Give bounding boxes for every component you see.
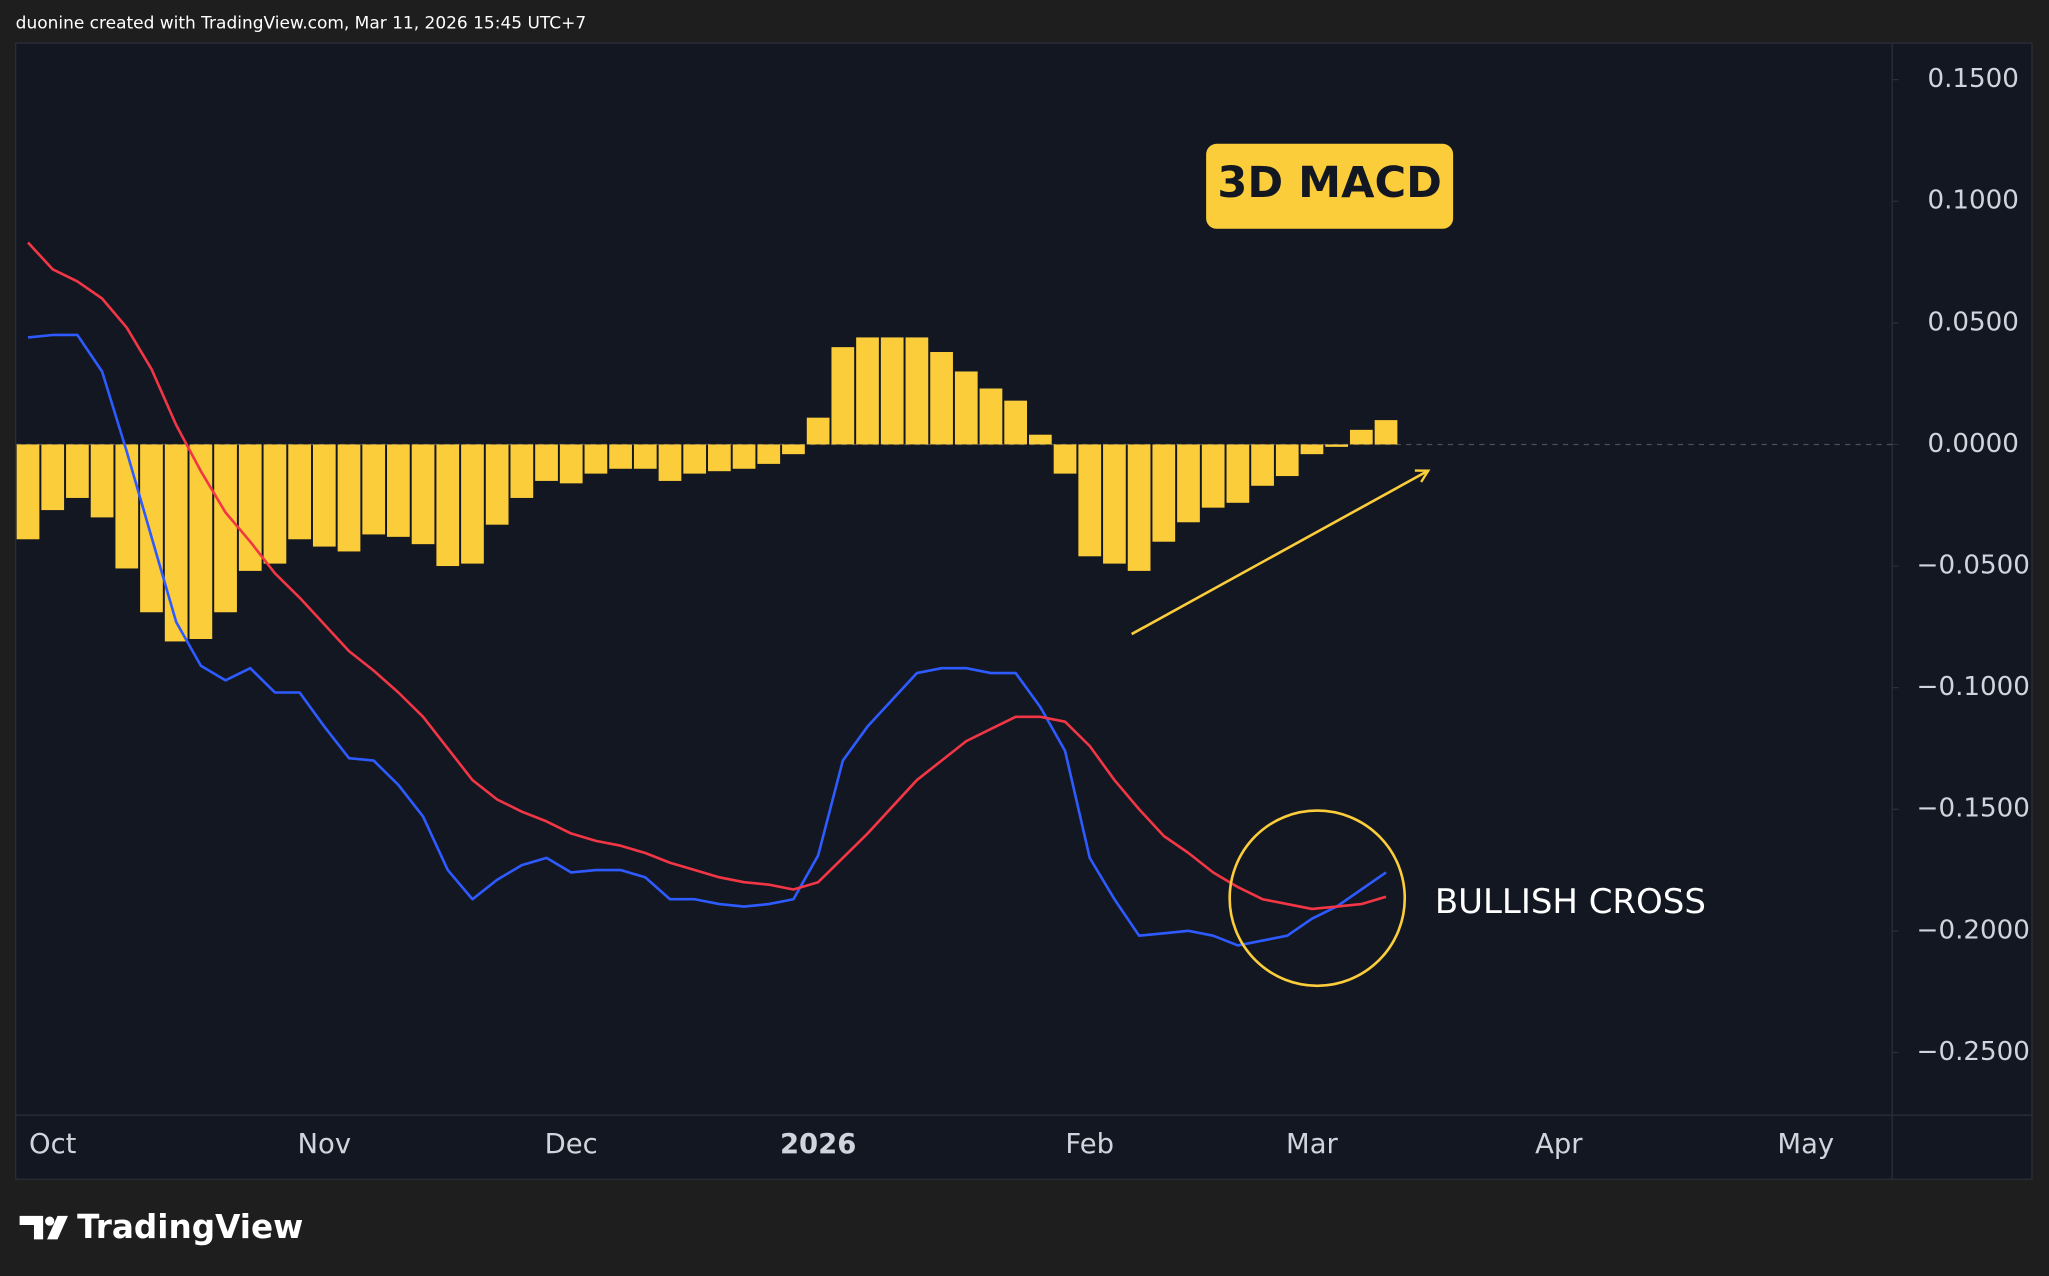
y-tick-label: 0.0000	[1928, 429, 2019, 459]
histogram-bar	[1300, 444, 1324, 455]
histogram-bar	[164, 444, 188, 642]
histogram-bar	[90, 444, 114, 518]
annotation-title: 3D MACD	[1217, 158, 1442, 208]
histogram-bar	[16, 444, 40, 540]
histogram-bar	[905, 337, 929, 445]
histogram-bar	[633, 444, 657, 469]
histogram-bar	[584, 444, 608, 474]
histogram-bar	[535, 444, 558, 481]
histogram-bar	[1349, 429, 1373, 445]
histogram-bar	[411, 444, 435, 545]
y-tick-label: −0.1500	[1917, 794, 2030, 824]
chart-frame	[15, 42, 2033, 1180]
histogram-bar	[979, 388, 1003, 445]
histogram-bar	[1053, 444, 1077, 474]
histogram-bar	[782, 444, 805, 455]
histogram-bar	[387, 444, 410, 537]
trend-arrow	[1131, 469, 1431, 636]
histogram-bar	[41, 444, 65, 511]
x-tick-label: Nov	[298, 1129, 352, 1160]
histogram-bar	[658, 444, 682, 481]
histogram-bar	[461, 444, 484, 564]
histogram-bar	[1177, 444, 1200, 523]
brand-name: TradingView	[77, 1208, 303, 1246]
y-tick-label: −0.1000	[1917, 672, 2030, 702]
histogram-bar	[1374, 420, 1398, 445]
histogram-bar	[189, 444, 213, 639]
histogram-bar	[1325, 444, 1349, 447]
histogram-bar	[609, 444, 632, 469]
histogram-bar	[1078, 444, 1102, 557]
histogram-bar	[288, 444, 311, 540]
histogram-bar	[214, 444, 237, 613]
histogram-bar	[880, 337, 904, 445]
histogram-bar	[806, 417, 830, 445]
histogram-bar	[1251, 444, 1274, 486]
histogram-bar	[1275, 444, 1299, 477]
histogram-bar	[732, 444, 756, 469]
histogram-bar	[1127, 444, 1151, 571]
histogram-bar	[263, 444, 287, 564]
histogram-bar	[930, 352, 953, 445]
indicator-line	[27, 241, 1387, 911]
y-tick-label: 0.0500	[1928, 307, 2019, 337]
histogram-bar	[312, 444, 336, 547]
x-tick-label: Apr	[1535, 1129, 1583, 1160]
histogram-bar	[1201, 444, 1225, 508]
histogram-bar	[140, 444, 163, 613]
header-caption: duonine created with TradingView.com, Ma…	[16, 14, 586, 34]
histogram-bar	[1028, 434, 1052, 445]
histogram-bar	[436, 444, 460, 567]
axes: 0.1500 0.1000 0.0500 0.0000 −0.0500 −0.1000 −0…	[29, 64, 2030, 1160]
y-tick-label: −0.2000	[1917, 915, 2030, 945]
annotation-box	[1206, 143, 1454, 229]
x-tick-label: Dec	[545, 1129, 598, 1160]
histogram-bar	[708, 444, 731, 472]
x-tick-label: Feb	[1065, 1129, 1114, 1160]
indicator-line	[27, 333, 1387, 947]
histogram-bar	[954, 371, 978, 445]
histogram-bar	[856, 337, 879, 445]
histogram-bar	[757, 444, 781, 464]
histogram-bar	[337, 444, 361, 552]
histogram-bar	[485, 444, 509, 525]
histogram-bar	[1152, 444, 1176, 542]
histogram-bar	[1004, 400, 1028, 445]
histogram-bar	[559, 444, 583, 484]
brand-logo	[19, 1215, 68, 1240]
x-tick-label: Oct	[29, 1129, 77, 1160]
histogram-bar	[238, 444, 262, 571]
histogram-bar	[1226, 444, 1250, 503]
x-tick-label: May	[1777, 1129, 1834, 1160]
annotation-label: BULLISH CROSS	[1435, 882, 1706, 922]
histogram-bar	[683, 444, 707, 474]
histogram-bar	[115, 444, 139, 569]
cross-highlight	[1228, 809, 1407, 988]
histogram-bar	[831, 347, 855, 445]
histogram-bar	[362, 444, 386, 535]
plot-area	[16, 241, 1398, 947]
y-tick-label: −0.2500	[1917, 1037, 2030, 1067]
y-tick-label: −0.0500	[1917, 551, 2030, 581]
histogram-bar	[510, 444, 534, 498]
histogram-bar	[1103, 444, 1126, 564]
y-tick-label: 0.1500	[1928, 64, 2019, 94]
x-tick-label: Mar	[1286, 1129, 1338, 1160]
x-tick-label: 2026	[780, 1129, 856, 1160]
y-tick-label: 0.1000	[1928, 186, 2019, 216]
histogram-bar	[66, 444, 89, 498]
